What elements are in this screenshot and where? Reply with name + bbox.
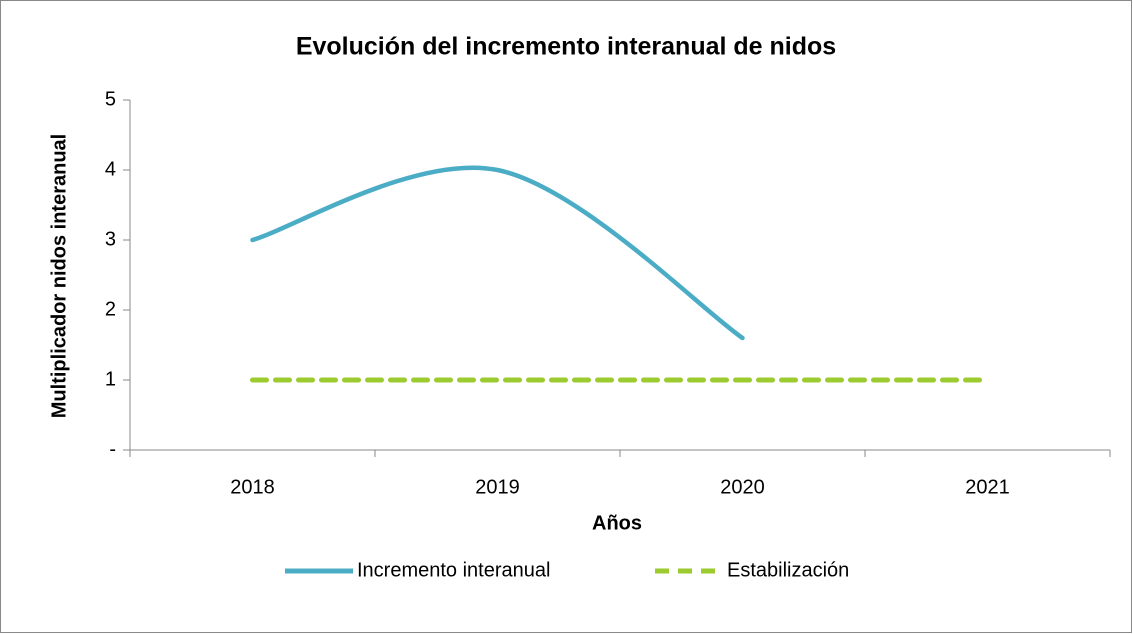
y-tick-label: 4 [105, 158, 116, 180]
legend-label: Incremento interanual [357, 559, 550, 581]
y-tick-label: 2 [105, 298, 116, 320]
y-tick-label: 5 [105, 88, 116, 110]
x-tick-label: 2020 [720, 476, 765, 498]
y-tick-label: - [109, 438, 116, 460]
x-tick-label: 2021 [965, 476, 1010, 498]
series-line [250, 165, 745, 341]
x-tick-label: 2018 [230, 476, 275, 498]
y-tick-label: 1 [105, 368, 116, 390]
y-tick-label: 3 [105, 228, 116, 250]
y-axis-title: Multiplicador nidos interanual [48, 134, 70, 418]
x-axis-title: Años [592, 512, 642, 534]
chart-title: Evolución del incremento interanual de n… [296, 33, 836, 61]
legend-label: Estabilización [727, 559, 849, 581]
x-tick-label: 2019 [475, 476, 520, 498]
